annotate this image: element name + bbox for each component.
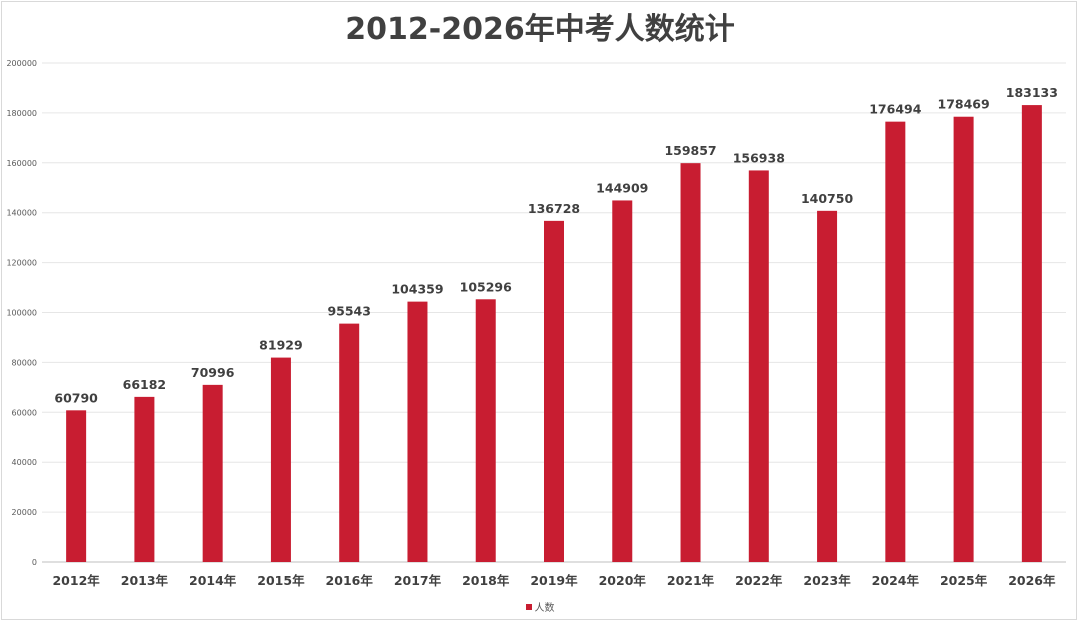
x-tick-label: 2026年	[1008, 573, 1056, 588]
bar	[817, 210, 838, 563]
y-tick-label: 120000	[6, 259, 37, 268]
x-tick-label: 2015年	[257, 573, 305, 588]
bar	[612, 200, 633, 563]
x-tick-label: 2013年	[121, 573, 169, 588]
data-label: 159857	[664, 143, 716, 158]
x-tick-label: 2022年	[735, 573, 783, 588]
data-label: 176494	[869, 102, 921, 117]
y-tick-label: 0	[32, 558, 37, 567]
bar	[339, 323, 360, 562]
bar	[544, 220, 564, 562]
x-tick-label: 2019年	[530, 573, 578, 588]
y-tick-label: 100000	[6, 309, 37, 318]
data-label: 60790	[54, 390, 98, 405]
bar	[475, 299, 496, 562]
x-tick-label: 2017年	[394, 573, 442, 588]
y-tick-label: 80000	[12, 358, 37, 367]
x-tick-label: 2016年	[326, 573, 374, 588]
x-axis: 2012年 2013年 2014年 2015年 2016年 2017年 2018年 2019年…	[52, 573, 1056, 588]
y-tick-label: 140000	[6, 209, 37, 218]
legend-label: 人数	[534, 603, 555, 614]
data-label: 95543	[327, 304, 371, 319]
data-label: 104359	[391, 282, 443, 297]
bars	[66, 105, 1042, 563]
y-tick-label: 180000	[6, 109, 37, 118]
data-label: 105296	[460, 279, 512, 294]
bar	[953, 116, 974, 562]
x-tick-label: 2014年	[189, 573, 237, 588]
legend-swatch-icon	[525, 604, 532, 610]
x-tick-label: 2025年	[940, 573, 988, 588]
y-tick-label: 200000	[6, 59, 37, 68]
x-tick-label: 2020年	[599, 573, 647, 588]
legend: 人数	[0, 599, 1080, 614]
y-axis: 0 20000 40000 60000 80000 100000 120000 140000 1…	[6, 59, 37, 567]
x-tick-label: 2021年	[667, 573, 715, 588]
y-tick-label: 20000	[12, 508, 37, 517]
x-tick-label: 2018年	[462, 573, 510, 588]
bar	[407, 301, 428, 562]
bar	[748, 170, 769, 562]
x-tick-label: 2012年	[52, 573, 100, 588]
y-tick-label: 60000	[12, 408, 37, 417]
x-tick-label: 2023年	[803, 573, 851, 588]
data-label: 183133	[1006, 85, 1058, 100]
bar	[202, 384, 223, 562]
x-tick-label: 2024年	[872, 573, 920, 588]
data-label: 156938	[733, 150, 785, 165]
y-tick-label: 160000	[6, 159, 37, 168]
chart-title: 2012-2026年中考人数统计	[345, 12, 735, 47]
bar	[270, 357, 291, 562]
data-label: 144909	[596, 180, 648, 195]
data-label: 70996	[191, 365, 235, 380]
data-labels: 60790 66182 70996 81929 95543 104359 105296 136…	[54, 85, 1058, 405]
bar	[66, 410, 87, 562]
data-label: 136728	[528, 201, 580, 216]
data-label: 81929	[259, 338, 303, 353]
data-label: 140750	[801, 191, 853, 206]
y-tick-label: 40000	[12, 458, 37, 467]
bar	[1021, 105, 1042, 563]
bar	[680, 163, 701, 562]
bar	[134, 396, 155, 562]
data-label: 178469	[938, 97, 990, 112]
data-label: 66182	[123, 377, 167, 392]
bar	[885, 121, 906, 563]
